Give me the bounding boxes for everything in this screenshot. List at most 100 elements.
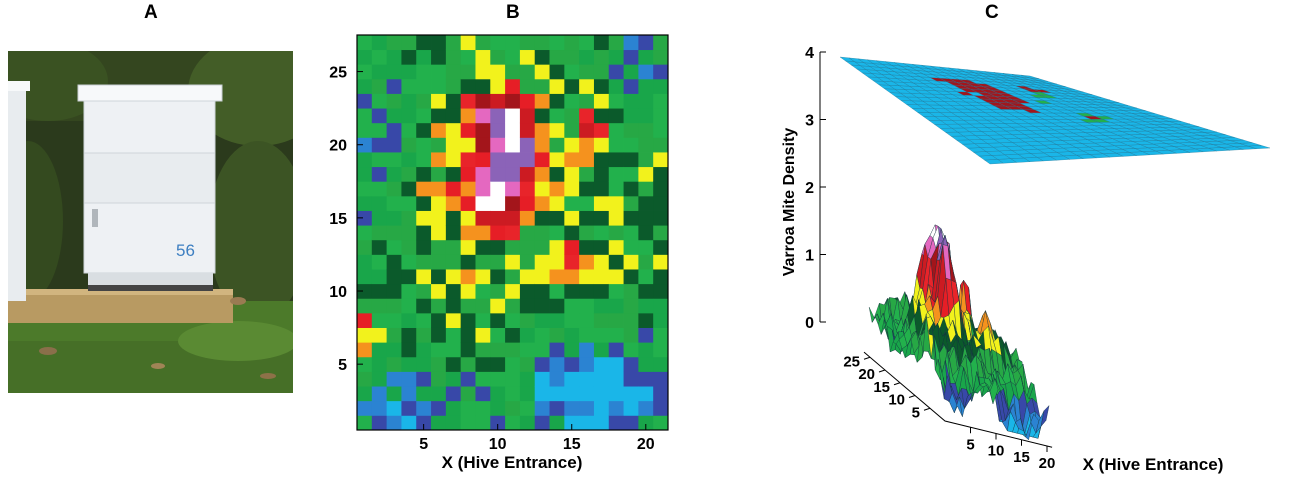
heatmap-cell xyxy=(490,94,505,109)
heatmap-cell xyxy=(564,196,579,211)
heatmap-cell xyxy=(535,269,550,284)
heatmap-cell xyxy=(520,79,535,94)
heatmap-cell xyxy=(431,284,446,299)
heatmap-cell xyxy=(372,64,387,79)
surface-y-ticks: 510152025 xyxy=(843,353,930,421)
heatmap-cell xyxy=(401,284,416,299)
heatmap-cell xyxy=(387,35,402,50)
heatmap-cell xyxy=(594,371,609,386)
heatmap-cell xyxy=(653,371,668,386)
heatmap-cell xyxy=(520,64,535,79)
heatmap-cell xyxy=(446,328,461,343)
heatmap-cell xyxy=(550,50,565,65)
heatmap-cell xyxy=(594,123,609,138)
heatmap-cell xyxy=(594,240,609,255)
heatmap-cell xyxy=(416,152,431,167)
heatmap-cell xyxy=(535,284,550,299)
heatmap-cell xyxy=(401,371,416,386)
heatmap-cell xyxy=(535,342,550,357)
heatmap-cell xyxy=(505,254,520,269)
heatmap-cell xyxy=(387,328,402,343)
heatmap-cell xyxy=(594,211,609,226)
heatmap-cell xyxy=(579,254,594,269)
heatmap-cell xyxy=(564,50,579,65)
heatmap-cell xyxy=(653,167,668,182)
heatmap-cell xyxy=(579,94,594,109)
heatmap-cell xyxy=(624,342,639,357)
heatmap-cell xyxy=(387,386,402,401)
heatmap-cell xyxy=(490,108,505,123)
heatmap-cell xyxy=(638,50,653,65)
heatmap-cell xyxy=(564,328,579,343)
heatmap-cell xyxy=(401,225,416,240)
heatmap-cell xyxy=(579,328,594,343)
heatmap-cell xyxy=(550,298,565,313)
heatmap-cell xyxy=(550,313,565,328)
heatmap-cell xyxy=(401,254,416,269)
heatmap-cell xyxy=(490,196,505,211)
heatmap-cell xyxy=(535,196,550,211)
heatmap-cell xyxy=(594,386,609,401)
heatmap-cell xyxy=(431,196,446,211)
heatmap-cell xyxy=(446,284,461,299)
heatmap-cell xyxy=(431,211,446,226)
heatmap-cell xyxy=(387,284,402,299)
heatmap-cell xyxy=(431,342,446,357)
heatmap-cell xyxy=(475,137,490,152)
heatmap-cell xyxy=(609,386,624,401)
heatmap-cell xyxy=(416,123,431,138)
heatmap-cell xyxy=(490,50,505,65)
heatmap-cell xyxy=(431,269,446,284)
heatmap-cell xyxy=(505,211,520,226)
y-tick-label: 15 xyxy=(873,379,890,396)
heatmap-cell xyxy=(535,181,550,196)
heatmap-cell xyxy=(520,357,535,372)
heatmap-cell xyxy=(446,64,461,79)
surface-x-ticks: 5 10 15 20 xyxy=(966,427,1055,472)
heatmap-cell xyxy=(416,225,431,240)
heatmap-cell xyxy=(653,79,668,94)
heatmap-cell xyxy=(609,167,624,182)
heatmap-cell xyxy=(461,94,476,109)
heatmap-cell xyxy=(387,211,402,226)
heatmap-cell xyxy=(505,313,520,328)
heatmap-cell xyxy=(401,137,416,152)
heatmap-cell xyxy=(446,240,461,255)
heatmap-cell xyxy=(475,64,490,79)
heatmap-cell xyxy=(653,50,668,65)
heatmap-cell xyxy=(653,415,668,430)
heatmap-cell xyxy=(475,342,490,357)
heatmap-cell xyxy=(624,386,639,401)
heatmap-cell xyxy=(653,342,668,357)
heatmap-cell xyxy=(372,123,387,138)
heatmap-cell xyxy=(594,152,609,167)
heatmap-cell xyxy=(372,137,387,152)
heatmap-cell xyxy=(446,298,461,313)
heatmap-cell xyxy=(564,79,579,94)
heatmap-cell xyxy=(564,386,579,401)
heatmap-cell xyxy=(490,328,505,343)
heatmap-cell xyxy=(520,123,535,138)
heatmap-cell xyxy=(357,108,372,123)
heatmap-cell xyxy=(357,415,372,430)
heatmap-cell xyxy=(416,401,431,416)
y-tick-mark xyxy=(924,408,930,410)
heatmap-cell xyxy=(401,167,416,182)
y-tick-label: 10 xyxy=(329,284,347,301)
heatmap-cell xyxy=(579,386,594,401)
heatmap-cell xyxy=(594,225,609,240)
heatmap-cell xyxy=(535,152,550,167)
heatmap-cell xyxy=(357,35,372,50)
heatmap-cell xyxy=(431,386,446,401)
heatmap-cell xyxy=(490,167,505,182)
heatmap-cell xyxy=(579,79,594,94)
heatmap-cell xyxy=(594,137,609,152)
heatmap-cell xyxy=(609,181,624,196)
heatmap-cell xyxy=(535,50,550,65)
heatmap-cell xyxy=(550,167,565,182)
heatmap-cell xyxy=(520,401,535,416)
heatmap-cell xyxy=(387,123,402,138)
heatmap-cell xyxy=(624,35,639,50)
heatmap-cell xyxy=(579,415,594,430)
heatmap-cell xyxy=(461,196,476,211)
